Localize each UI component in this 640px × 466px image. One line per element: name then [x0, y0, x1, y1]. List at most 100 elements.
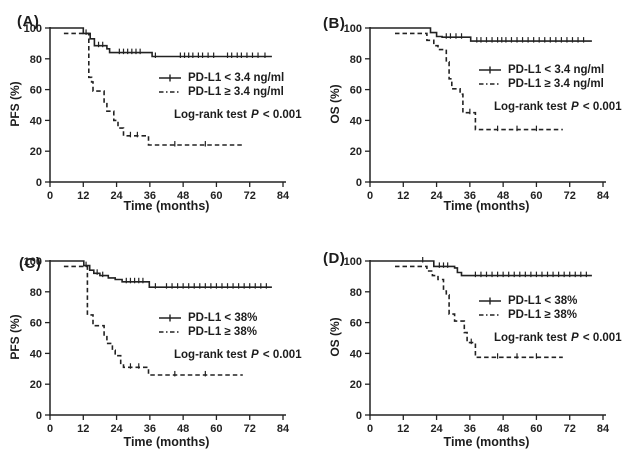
y-tick-label: 0: [356, 410, 362, 422]
km-curve-dashed: [395, 265, 563, 359]
pvalue-suffix: < 0.001: [579, 332, 622, 344]
x-tick-label: 12: [397, 423, 409, 435]
legend-label-solid: PD-L1 < 3.4 ng/ml: [188, 72, 285, 84]
legend-item-dashed: PD-L1 ≥ 3.4 ng/ml: [478, 77, 622, 91]
pvalue-stat: P: [571, 332, 579, 344]
legend-label-dashed: PD-L1 ≥ 3.4 ng/ml: [508, 78, 604, 90]
km-curve-solid: [50, 27, 272, 58]
solid-line-key-icon: [479, 297, 501, 305]
km-plot-B: 0 20 40 60 80 100 0 12 24 36 48 60 72 84: [344, 23, 610, 202]
y-axis-title: OS (%): [328, 84, 342, 124]
x-tick-label: 24: [110, 423, 123, 435]
legend-item-dashed: PD-L1 ≥ 38%: [478, 308, 622, 322]
y-tick-label: 100: [24, 23, 42, 35]
x-tick-label: 72: [564, 423, 576, 435]
legend-item-solid: PD-L1 < 38%: [478, 294, 622, 308]
dashed-line-key-icon: [159, 91, 181, 93]
solid-line-key-icon: [479, 66, 501, 74]
logrank-pvalue: Log-rank test P < 0.001: [494, 100, 622, 114]
x-tick-label: 60: [530, 423, 542, 435]
panel-A: 0 20 40 60 80 100 0 12 24 36 48 60 72 84 (A) PFS (%) …: [0, 0, 320, 233]
legend: PD-L1 < 3.4 ng/ml PD-L1 ≥ 3.4 ng/ml Log-…: [158, 71, 302, 122]
y-tick-label: 60: [350, 318, 362, 330]
y-tick-label: 80: [30, 54, 42, 66]
x-axis-title: Time (months): [443, 435, 530, 449]
pvalue-suffix: < 0.001: [579, 101, 622, 113]
x-tick-label: 36: [464, 190, 476, 202]
legend-item-solid: PD-L1 < 3.4 ng/ml: [158, 71, 302, 85]
pvalue-suffix: < 0.001: [259, 349, 302, 361]
pvalue-stat: P: [251, 349, 259, 361]
x-tick-label: 12: [397, 190, 409, 202]
y-tick-label: 40: [30, 115, 42, 127]
x-tick-label: 60: [210, 423, 222, 435]
x-tick-label: 0: [367, 423, 373, 435]
y-axis-title: PFS (%): [8, 314, 22, 360]
y-tick-label: 60: [30, 318, 42, 330]
y-tick-label: 0: [356, 177, 362, 189]
x-tick-label: 12: [77, 190, 89, 202]
logrank-pvalue: Log-rank test P < 0.001: [174, 108, 302, 122]
panel-D: 0 20 40 60 80 100 0 12 24 36 48 60 72 84 (D) OS (%) T…: [320, 233, 640, 466]
y-tick-label: 20: [350, 379, 362, 391]
x-tick-label: 48: [177, 190, 189, 202]
km-curve-dashed: [395, 32, 563, 131]
x-tick-label: 24: [110, 190, 123, 202]
km-plot-A: 0 20 40 60 80 100 0 12 24 36 48 60 72 84: [24, 23, 290, 202]
km-plot-C: 0 20 40 60 80 100 0 12 24 36 48 60 72 84: [24, 256, 290, 435]
x-tick-label: 36: [144, 423, 156, 435]
y-tick-label: 40: [350, 348, 362, 360]
legend-item-dashed: PD-L1 ≥ 38%: [158, 325, 302, 339]
panel-B: 0 20 40 60 80 100 0 12 24 36 48 60 72 84 (B) OS (%) T…: [320, 0, 640, 233]
km-curve-dashed: [63, 265, 243, 376]
logrank-pvalue: Log-rank test P < 0.001: [174, 348, 302, 362]
x-axis-title: Time (months): [123, 435, 210, 449]
pvalue-stat: P: [251, 109, 259, 121]
dashed-line-key-icon: [479, 83, 501, 85]
pvalue-prefix: Log-rank test: [174, 349, 251, 361]
y-tick-label: 20: [30, 379, 42, 391]
x-tick-label: 72: [244, 423, 256, 435]
legend-label-dashed: PD-L1 ≥ 38%: [188, 326, 257, 338]
x-tick-label: 84: [277, 423, 290, 435]
km-curve-solid: [370, 27, 592, 42]
dashed-line-key-icon: [479, 314, 501, 316]
legend-item-solid: PD-L1 < 3.4 ng/ml: [478, 63, 622, 77]
panel-label-C: (C): [19, 255, 42, 272]
pvalue-prefix: Log-rank test: [494, 332, 571, 344]
y-tick-label: 0: [36, 177, 42, 189]
pvalue-prefix: Log-rank test: [174, 109, 251, 121]
y-tick-label: 60: [30, 85, 42, 97]
km-curve-dashed: [63, 32, 243, 146]
x-tick-label: 24: [430, 423, 443, 435]
x-tick-label: 72: [564, 190, 576, 202]
solid-line-key-icon: [159, 314, 181, 322]
y-tick-label: 20: [350, 146, 362, 158]
legend-label-dashed: PD-L1 ≥ 38%: [508, 309, 577, 321]
x-tick-label: 60: [210, 190, 222, 202]
y-tick-label: 80: [30, 287, 42, 299]
dashed-line-key-icon: [159, 331, 181, 333]
logrank-pvalue: Log-rank test P < 0.001: [494, 331, 622, 345]
y-axis-title: PFS (%): [8, 81, 22, 127]
x-tick-label: 12: [77, 423, 89, 435]
legend-label-solid: PD-L1 < 38%: [508, 295, 578, 307]
legend-label-solid: PD-L1 < 3.4 ng/ml: [508, 64, 605, 76]
panel-label-D: (D): [323, 250, 346, 267]
km-curve-solid: [370, 260, 592, 277]
panel-C: 0 20 40 60 80 100 0 12 24 36 48 60 72 84 (C) PFS (%) …: [0, 233, 320, 466]
x-tick-label: 84: [597, 423, 610, 435]
y-tick-label: 80: [350, 54, 362, 66]
x-tick-label: 0: [47, 423, 53, 435]
panel-label-A: (A): [17, 13, 40, 30]
pvalue-suffix: < 0.001: [259, 109, 302, 121]
x-axis-title: Time (months): [443, 199, 530, 213]
x-tick-label: 60: [530, 190, 542, 202]
y-tick-label: 100: [344, 23, 362, 35]
pvalue-prefix: Log-rank test: [494, 101, 571, 113]
x-tick-label: 0: [47, 190, 53, 202]
km-plot-D: 0 20 40 60 80 100 0 12 24 36 48 60 72 84: [344, 256, 610, 435]
legend-item-dashed: PD-L1 ≥ 3.4 ng/ml: [158, 85, 302, 99]
x-tick-label: 48: [497, 423, 509, 435]
